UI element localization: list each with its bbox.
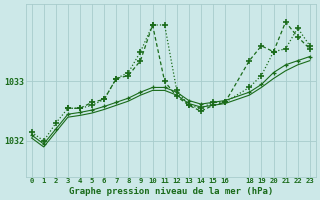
X-axis label: Graphe pression niveau de la mer (hPa): Graphe pression niveau de la mer (hPa) (68, 187, 273, 196)
